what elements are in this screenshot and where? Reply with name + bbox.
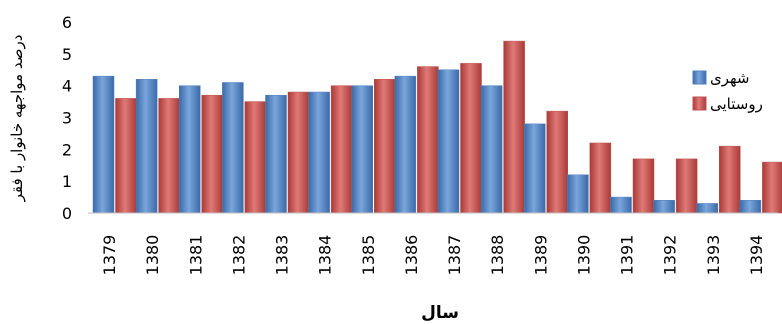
- bar-series-2-1388: [503, 40, 525, 214]
- legend: شهری روستایی: [692, 69, 763, 113]
- y-tick-label: 1: [62, 172, 72, 191]
- bar-series-2-1386: [417, 66, 439, 214]
- x-tick-label: 1382: [229, 235, 248, 276]
- x-tick-label: 1394: [747, 235, 766, 276]
- x-tick-label: 1385: [359, 235, 378, 276]
- x-tick-label: 1388: [488, 235, 507, 276]
- y-tick-label: 6: [62, 13, 72, 32]
- bar-series-1-1391: [610, 196, 632, 214]
- bar-series-2-1382: [244, 101, 267, 214]
- y-axis-ticks: 0 1 2 3 4 5 6: [62, 13, 72, 223]
- bar-series-1-1389: [524, 123, 546, 214]
- x-tick-label: 1379: [100, 235, 119, 276]
- x-axis-label: سال: [421, 303, 459, 323]
- bar-series-2-1383: [287, 91, 310, 214]
- bar-series-1-1386: [394, 75, 417, 214]
- bars: [92, 40, 782, 214]
- bar-series-2-1392: [675, 158, 698, 214]
- y-axis-title: درصد مواجهه خانوار با فقر: [8, 35, 26, 203]
- bar-series-1-1387: [437, 69, 460, 214]
- y-tick-label: 3: [62, 109, 72, 128]
- bar-series-2-1387: [460, 63, 482, 214]
- bar-series-2-1393: [719, 145, 741, 214]
- x-tick-label: 1391: [618, 235, 637, 276]
- bar-series-1-1388: [480, 85, 503, 214]
- y-tick-label: 5: [62, 45, 72, 64]
- x-tick-label: 1383: [273, 235, 292, 276]
- bar-series-2-1380: [158, 98, 180, 214]
- bar-series-1-1390: [567, 174, 589, 214]
- x-tick-label: 1384: [316, 235, 335, 276]
- bar-series-1-1382: [222, 82, 244, 214]
- x-axis-ticks: 1379 1380 1381 1382 1383 1384 1385 1386 1387 1388…: [100, 235, 766, 276]
- bar-series-1-1393: [696, 203, 718, 214]
- x-tick-label: 1381: [186, 235, 205, 276]
- bar-series-2-1381: [201, 94, 223, 214]
- bar-series-1-1384: [308, 91, 330, 214]
- bar-series-2-1384: [330, 85, 353, 214]
- x-tick-label: 1387: [445, 235, 464, 276]
- x-tick-label: 1386: [402, 235, 421, 276]
- legend-swatch-2: [692, 96, 707, 111]
- y-tick-label: 2: [62, 140, 72, 159]
- bar-series-1-1379: [92, 75, 115, 214]
- bar-series-2-1385: [374, 79, 396, 214]
- x-tick-label: 1380: [143, 235, 162, 276]
- y-tick-label: 0: [62, 204, 72, 223]
- x-tick-label: 1392: [661, 235, 680, 276]
- bar-series-1-1381: [179, 85, 201, 214]
- bar-series-2-1379: [115, 98, 137, 214]
- y-tick-label: 4: [62, 77, 72, 96]
- x-tick-label: 1393: [704, 235, 723, 276]
- legend-label-1: شهری: [710, 69, 750, 87]
- bar-series-2-1389: [546, 110, 568, 214]
- legend-swatch-1: [692, 70, 707, 85]
- bar-series-2-1390: [589, 142, 612, 214]
- bar-series-2-1391: [632, 158, 655, 214]
- bar-series-1-1383: [265, 94, 287, 214]
- bar-series-1-1392: [653, 200, 675, 214]
- y-axis-label: درصد مواجهه خانوار با فقر: [8, 35, 26, 203]
- bar-series-1-1385: [351, 85, 373, 214]
- bar-series-1-1394: [739, 200, 762, 214]
- x-tick-label: 1390: [574, 235, 593, 276]
- bar-series-1-1380: [135, 79, 158, 214]
- bar-series-2-1394: [762, 161, 782, 214]
- legend-label-2: روستایی: [710, 95, 763, 113]
- x-tick-label: 1389: [531, 235, 550, 276]
